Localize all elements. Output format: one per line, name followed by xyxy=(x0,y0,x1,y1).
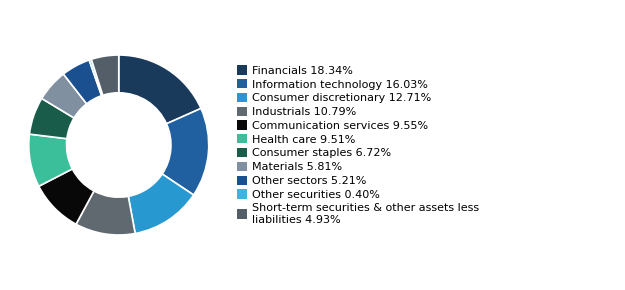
Wedge shape xyxy=(89,59,103,96)
Wedge shape xyxy=(29,134,72,186)
Wedge shape xyxy=(42,74,87,118)
Legend: Financials 18.34%, Information technology 16.03%, Consumer discretionary 12.71%,: Financials 18.34%, Information technolog… xyxy=(237,65,479,225)
Wedge shape xyxy=(119,55,201,124)
Wedge shape xyxy=(63,60,102,104)
Wedge shape xyxy=(128,174,194,233)
Wedge shape xyxy=(91,55,119,95)
Wedge shape xyxy=(76,191,135,235)
Wedge shape xyxy=(39,169,94,224)
Wedge shape xyxy=(29,99,74,139)
Wedge shape xyxy=(162,108,209,195)
